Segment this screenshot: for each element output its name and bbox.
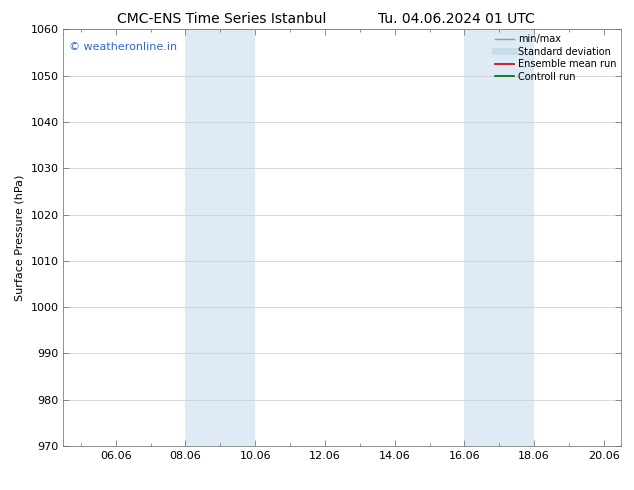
Text: Tu. 04.06.2024 01 UTC: Tu. 04.06.2024 01 UTC [378,12,535,26]
Text: CMC-ENS Time Series Istanbul: CMC-ENS Time Series Istanbul [117,12,327,26]
Text: © weatheronline.in: © weatheronline.in [69,42,177,52]
Bar [464,29,534,446]
Legend: min/max, Standard deviation, Ensemble mean run, Controll run: min/max, Standard deviation, Ensemble me… [493,32,618,83]
Bar [185,29,255,446]
Y-axis label: Surface Pressure (hPa): Surface Pressure (hPa) [15,174,25,301]
